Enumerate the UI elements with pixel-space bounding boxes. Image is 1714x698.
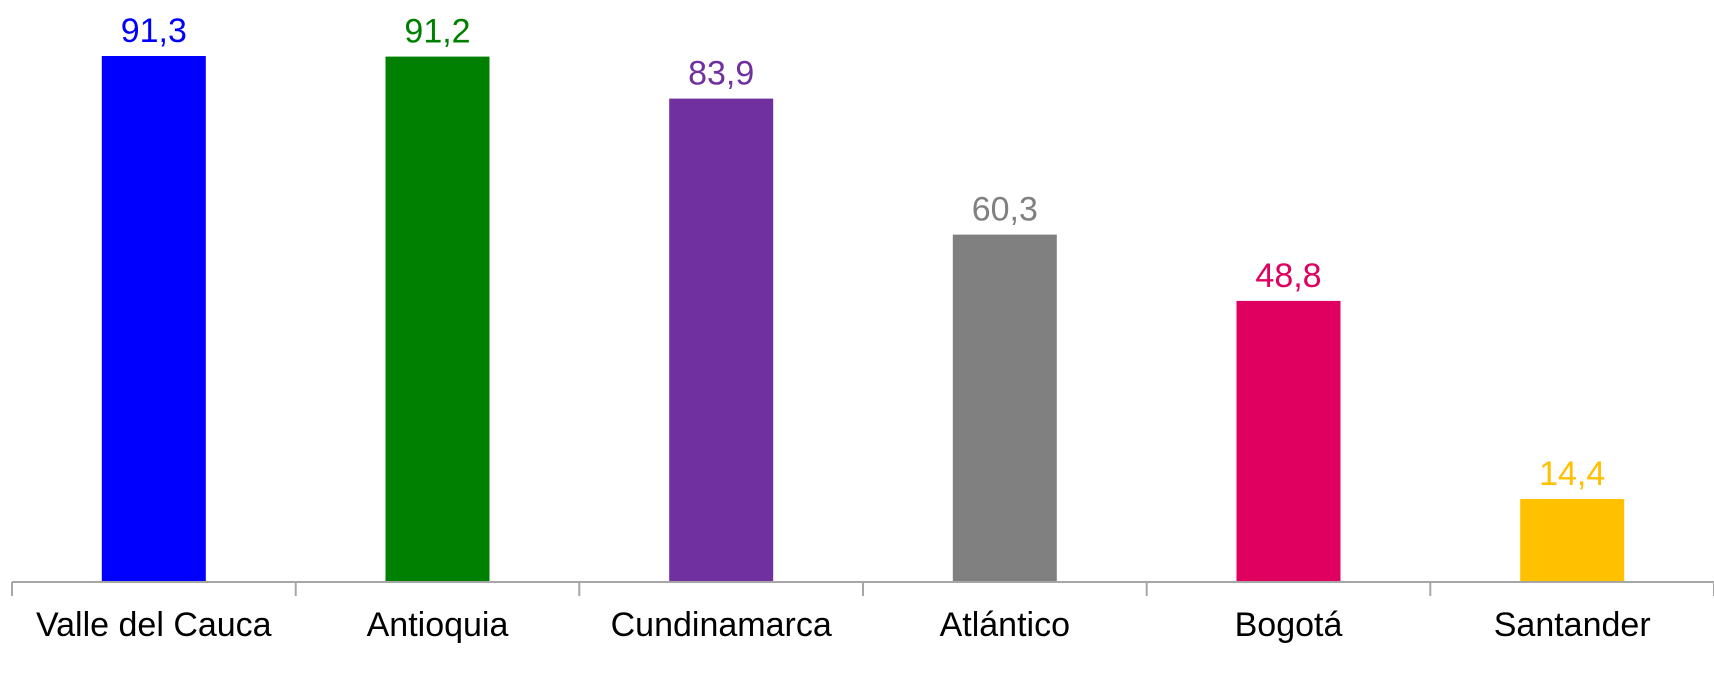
x-tick-label-bogota: Bogotá bbox=[1235, 606, 1343, 644]
bar-bogota bbox=[1236, 300, 1341, 582]
data-label-cundinamarca: 83,9 bbox=[688, 55, 754, 93]
bar-cundinamarca bbox=[669, 98, 774, 582]
bars-layer bbox=[101, 56, 1625, 583]
data-label-bogota: 48,8 bbox=[1255, 257, 1321, 295]
x-tick-label-santander: Santander bbox=[1494, 606, 1651, 644]
data-label-antioquia: 91,2 bbox=[404, 13, 470, 51]
x-tick-label-antioquia: Antioquia bbox=[367, 606, 509, 644]
data-label-santander: 14,4 bbox=[1539, 455, 1605, 493]
value-labels-layer: 91,3 91,2 83,9 60,3 48,8 14,4 bbox=[121, 12, 1606, 493]
bar-santander bbox=[1520, 499, 1625, 582]
x-tick-label-cundinamarca: Cundinamarca bbox=[611, 606, 832, 644]
category-labels-layer: Valle del Cauca Antioquia Cundinamarca Atlá… bbox=[36, 606, 1651, 644]
x-tick-label-valle-del-cauca: Valle del Cauca bbox=[36, 606, 272, 644]
bar-antioquia bbox=[385, 56, 490, 583]
bar-valle-del-cauca bbox=[101, 56, 206, 582]
data-label-atlantico: 60,3 bbox=[972, 191, 1038, 229]
bar-atlantico bbox=[952, 234, 1057, 582]
x-tick-label-atlantico: Atlántico bbox=[940, 606, 1070, 644]
x-axis bbox=[11, 581, 1714, 596]
data-label-valle-del-cauca: 91,3 bbox=[121, 12, 187, 50]
